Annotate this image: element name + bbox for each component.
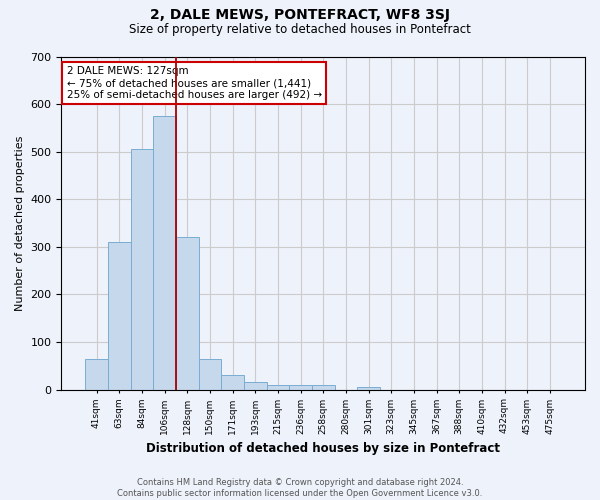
Bar xyxy=(153,116,176,390)
Bar xyxy=(176,238,199,390)
Text: 2 DALE MEWS: 127sqm
← 75% of detached houses are smaller (1,441)
25% of semi-det: 2 DALE MEWS: 127sqm ← 75% of detached ho… xyxy=(67,66,322,100)
Text: Size of property relative to detached houses in Pontefract: Size of property relative to detached ho… xyxy=(129,22,471,36)
Y-axis label: Number of detached properties: Number of detached properties xyxy=(15,136,25,311)
Bar xyxy=(221,376,244,390)
X-axis label: Distribution of detached houses by size in Pontefract: Distribution of detached houses by size … xyxy=(146,442,500,455)
Bar xyxy=(266,385,289,390)
Text: Contains HM Land Registry data © Crown copyright and database right 2024.
Contai: Contains HM Land Registry data © Crown c… xyxy=(118,478,482,498)
Text: 2, DALE MEWS, PONTEFRACT, WF8 3SJ: 2, DALE MEWS, PONTEFRACT, WF8 3SJ xyxy=(150,8,450,22)
Bar xyxy=(199,358,221,390)
Bar xyxy=(131,150,153,390)
Bar xyxy=(244,382,266,390)
Bar xyxy=(312,385,335,390)
Bar xyxy=(289,385,312,390)
Bar xyxy=(357,388,380,390)
Bar xyxy=(85,358,108,390)
Bar xyxy=(108,242,131,390)
